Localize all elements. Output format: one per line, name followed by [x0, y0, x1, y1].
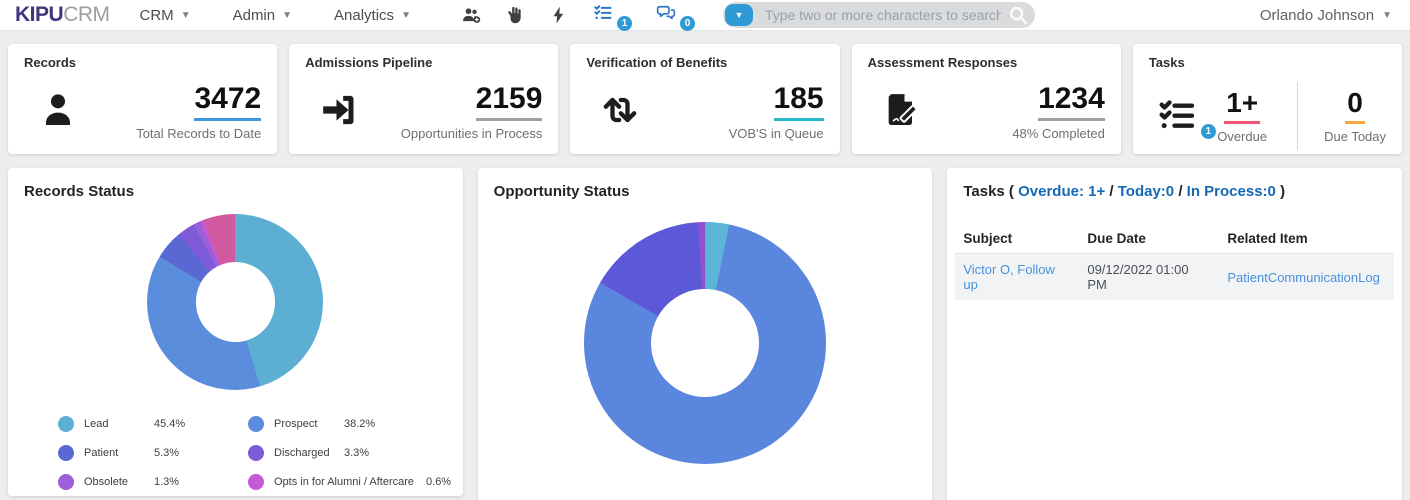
stat-card-tasks: Tasks 1 1+ Overdue 0 Due Today	[1132, 44, 1403, 154]
stat-title: Tasks	[1148, 55, 1185, 70]
legend-item-lead[interactable]: Lead 45.4%	[58, 416, 248, 432]
admissions-value[interactable]: 2159	[475, 84, 543, 121]
divider	[1297, 82, 1299, 150]
column-header-subject[interactable]: Subject	[955, 224, 1080, 254]
chevron-down-icon: ▼	[180, 9, 191, 21]
add-contact-icon[interactable]	[461, 5, 481, 25]
task-due-date: 09/12/2022 01:00 PM	[1079, 253, 1220, 300]
legend-dot	[248, 445, 264, 461]
legend-item-prospect[interactable]: Prospect 38.2%	[248, 416, 453, 432]
kipucrm-logo[interactable]: KIPUCRM	[15, 3, 110, 27]
legend-dot	[58, 416, 74, 432]
overdue-link[interactable]: Overdue: 1+	[1018, 183, 1106, 200]
legend-dot	[248, 416, 264, 432]
stats-row: Records 3472 Total Records to Date Admis…	[0, 31, 1410, 154]
stat-card-admissions: Admissions Pipeline 2159 Opportunities i…	[289, 44, 559, 154]
due-today-label: Due Today	[1324, 128, 1387, 144]
document-edit-icon	[882, 90, 922, 135]
chat-bubbles-icon	[656, 3, 676, 28]
today-link[interactable]: Today:0	[1117, 183, 1175, 200]
records-status-panel: Records Status Lead 45.4% Prospect 38.2%…	[8, 168, 463, 496]
panels-row: Records Status Lead 45.4% Prospect 38.2%…	[0, 154, 1410, 500]
legend-dot	[248, 474, 264, 490]
opportunity-status-panel: Opportunity Status	[477, 168, 933, 500]
in-process-link[interactable]: In Process:0	[1186, 183, 1276, 200]
records-status-donut-chart[interactable]	[147, 214, 324, 390]
due-today-stat: 0 Due Today	[1324, 88, 1387, 144]
stat-title: Admissions Pipeline	[305, 55, 433, 70]
menu-crm[interactable]: CRM ▼	[139, 6, 191, 24]
repeat-icon	[600, 90, 640, 135]
legend-item-patient[interactable]: Patient 5.3%	[58, 445, 248, 461]
panel-title: Records Status	[24, 183, 135, 200]
legend-item-opts-in[interactable]: Opts in for Alumni / Aftercare 0.6%	[248, 474, 453, 490]
task-related-item-link[interactable]: PatientCommunicationLog	[1219, 253, 1395, 300]
tasks-panel: Tasks ( Overdue: 1+ / Today:0 / In Proce…	[947, 168, 1403, 500]
search-icon[interactable]	[1007, 4, 1029, 26]
person-icon	[38, 90, 78, 135]
due-today-value[interactable]: 0	[1345, 88, 1365, 124]
stat-title: Verification of Benefits	[586, 55, 728, 70]
menu-analytics[interactable]: Analytics ▼	[334, 6, 411, 24]
chevron-down-icon: ▼	[282, 9, 293, 21]
stat-card-vob: Verification of Benefits 185 VOB'S in Qu…	[570, 44, 840, 154]
global-search: ▼	[722, 2, 1035, 28]
checklist-icon	[593, 3, 613, 28]
search-category-dropdown[interactable]: ▼	[724, 4, 753, 26]
chevron-down-icon: ▼	[1382, 9, 1392, 21]
vob-value[interactable]: 185	[773, 84, 824, 121]
assessments-caption: 48% Completed	[1012, 126, 1105, 141]
tasks-nav-icon[interactable]: 1	[593, 3, 632, 31]
logo-crm: CRM	[63, 3, 110, 26]
lightning-icon[interactable]	[549, 5, 569, 25]
logo-kipu: KIPU	[15, 3, 64, 26]
column-header-related-item[interactable]: Related Item	[1219, 224, 1395, 254]
legend-item-discharged[interactable]: Discharged 3.3%	[248, 445, 453, 461]
search-input[interactable]	[752, 7, 1007, 23]
user-name: Orlando Johnson	[1259, 6, 1375, 24]
overdue-value[interactable]: 1+	[1224, 88, 1261, 124]
top-navbar: KIPUCRM CRM ▼ Admin ▼ Analytics ▼	[0, 0, 1410, 31]
tasks-card-badge: 1	[1200, 124, 1216, 139]
assessments-value[interactable]: 1234	[1038, 84, 1105, 121]
task-subject-link[interactable]: Victor O, Follow up	[955, 253, 1080, 300]
user-menu[interactable]: Orlando Johnson ▼	[1260, 7, 1392, 24]
tasks-table: Subject Due Date Related Item Victor O, …	[955, 224, 1395, 300]
legend-dot	[58, 474, 74, 490]
tasks-panel-title: Tasks ( Overdue: 1+ / Today:0 / In Proce…	[963, 183, 1286, 200]
legend-item-obsolete[interactable]: Obsolete 1.3%	[58, 474, 248, 490]
messages-nav-icon[interactable]: 0	[656, 3, 695, 31]
stat-card-assessments: Assessment Responses 1234 48% Completed	[851, 44, 1121, 154]
overdue-stat: 1+ Overdue	[1217, 88, 1268, 144]
legend-dot	[58, 445, 74, 461]
stat-card-records: Records 3472 Total Records to Date	[8, 44, 278, 154]
records-caption: Total Records to Date	[136, 126, 262, 141]
menu-admin[interactable]: Admin ▼	[232, 6, 293, 24]
panel-title: Opportunity Status	[493, 183, 630, 200]
admissions-caption: Opportunities in Process	[400, 126, 543, 141]
vob-caption: VOB'S in Queue	[728, 126, 824, 141]
overdue-label: Overdue	[1217, 128, 1268, 144]
table-row: Victor O, Follow up 09/12/2022 01:00 PM …	[955, 253, 1395, 300]
stat-title: Records	[24, 55, 77, 70]
messages-count-badge: 0	[679, 15, 695, 31]
records-total-value[interactable]: 3472	[194, 84, 262, 121]
chevron-down-icon: ▼	[401, 9, 411, 21]
checklist-icon: 1	[1157, 96, 1216, 139]
opportunity-status-donut-chart[interactable]	[584, 222, 826, 464]
column-header-due-date[interactable]: Due Date	[1079, 224, 1220, 254]
stat-title: Assessment Responses	[867, 55, 1018, 70]
hand-icon[interactable]	[505, 5, 525, 25]
sign-in-icon	[319, 90, 359, 135]
records-status-legend: Lead 45.4% Prospect 38.2% Patient 5.3% D…	[8, 390, 463, 490]
tasks-count-badge: 1	[616, 15, 632, 31]
